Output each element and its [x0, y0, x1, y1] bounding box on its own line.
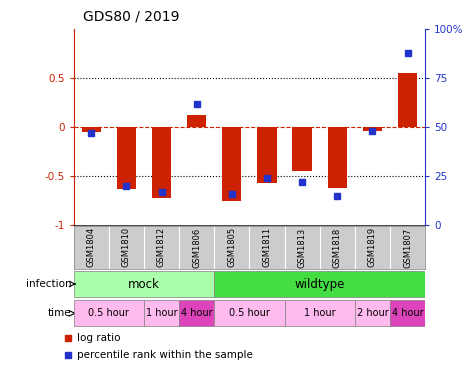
Text: GDS80 / 2019: GDS80 / 2019 [83, 10, 180, 24]
Text: GSM1805: GSM1805 [228, 227, 236, 268]
Bar [144, 300, 179, 326]
Text: GSM1812: GSM1812 [157, 227, 166, 268]
Text: GSM1813: GSM1813 [298, 227, 306, 268]
Bar [285, 300, 355, 326]
Bar [117, 127, 136, 189]
Bar [187, 115, 206, 127]
Bar [74, 300, 144, 326]
Text: log ratio: log ratio [77, 333, 120, 343]
Text: GSM1804: GSM1804 [87, 227, 95, 268]
Text: 4 hour: 4 hour [181, 308, 212, 318]
Bar [355, 300, 390, 326]
Bar [398, 73, 417, 127]
Text: infection: infection [26, 279, 71, 289]
Text: 1 hour: 1 hour [304, 308, 335, 318]
Bar [222, 127, 241, 201]
Text: GSM1806: GSM1806 [192, 227, 201, 268]
Text: GSM1818: GSM1818 [333, 227, 342, 268]
Text: GSM1811: GSM1811 [263, 227, 271, 268]
Bar [257, 127, 276, 183]
Text: GSM1810: GSM1810 [122, 227, 131, 268]
Bar [152, 127, 171, 198]
Bar [179, 300, 214, 326]
Text: time: time [48, 308, 71, 318]
Bar [390, 300, 425, 326]
Bar [214, 300, 285, 326]
Text: mock: mock [128, 277, 160, 291]
Text: 4 hour: 4 hour [392, 308, 423, 318]
Bar [82, 127, 101, 132]
Text: GSM1819: GSM1819 [368, 227, 377, 268]
Text: wildtype: wildtype [294, 277, 345, 291]
Text: 0.5 hour: 0.5 hour [88, 308, 129, 318]
Bar [293, 127, 312, 171]
Bar [74, 271, 214, 297]
Text: 2 hour: 2 hour [357, 308, 388, 318]
Bar [214, 271, 425, 297]
Text: 1 hour: 1 hour [146, 308, 177, 318]
Text: 0.5 hour: 0.5 hour [229, 308, 270, 318]
Text: percentile rank within the sample: percentile rank within the sample [77, 351, 253, 361]
Text: GSM1807: GSM1807 [403, 227, 412, 268]
Bar [328, 127, 347, 188]
Bar [363, 127, 382, 131]
